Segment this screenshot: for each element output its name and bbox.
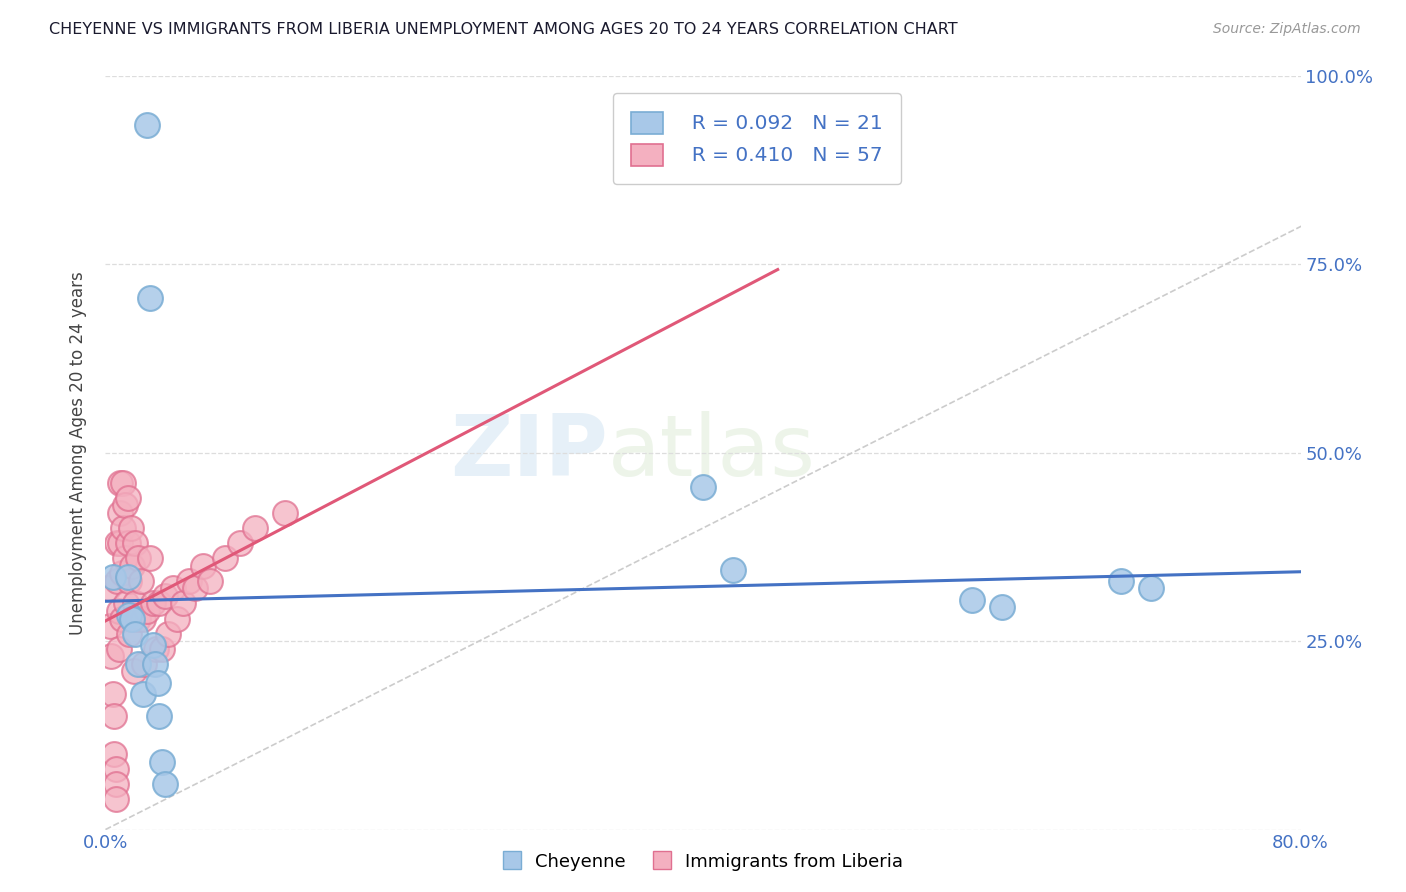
Point xyxy=(121,558,143,573)
Point xyxy=(142,596,165,610)
Point xyxy=(148,596,170,610)
Point xyxy=(157,626,180,640)
Point xyxy=(124,536,146,550)
Point xyxy=(111,566,134,581)
Point xyxy=(112,521,135,535)
Point xyxy=(97,582,120,596)
Point xyxy=(101,687,124,701)
Legend:   R = 0.092   N = 21,   R = 0.410   N = 57: R = 0.092 N = 21, R = 0.410 N = 57 xyxy=(613,94,901,184)
Point xyxy=(990,600,1012,615)
Point xyxy=(1140,582,1163,596)
Point xyxy=(114,499,136,513)
Point xyxy=(273,506,295,520)
Point xyxy=(118,626,141,640)
Point xyxy=(142,638,165,652)
Point xyxy=(112,475,135,490)
Text: CHEYENNE VS IMMIGRANTS FROM LIBERIA UNEMPLOYMENT AMONG AGES 20 TO 24 YEARS CORRE: CHEYENNE VS IMMIGRANTS FROM LIBERIA UNEM… xyxy=(49,22,957,37)
Point xyxy=(191,558,214,573)
Point xyxy=(166,611,188,625)
Point xyxy=(111,611,134,625)
Point xyxy=(134,657,156,671)
Point xyxy=(103,747,125,761)
Point xyxy=(155,589,177,603)
Point xyxy=(692,480,714,494)
Point xyxy=(184,582,207,596)
Point xyxy=(150,641,173,656)
Point xyxy=(139,551,162,566)
Legend: Cheyenne, Immigrants from Liberia: Cheyenne, Immigrants from Liberia xyxy=(495,846,911,879)
Point xyxy=(107,574,129,588)
Point xyxy=(117,570,139,584)
Point xyxy=(1111,574,1133,588)
Text: Source: ZipAtlas.com: Source: ZipAtlas.com xyxy=(1213,22,1361,37)
Point xyxy=(104,777,127,791)
Text: atlas: atlas xyxy=(607,411,815,494)
Text: ZIP: ZIP xyxy=(450,411,607,494)
Point xyxy=(136,118,159,132)
Point xyxy=(117,491,139,505)
Point xyxy=(148,709,170,723)
Point xyxy=(120,521,142,535)
Point xyxy=(721,562,744,576)
Point xyxy=(162,582,184,596)
Point xyxy=(115,596,138,610)
Point xyxy=(104,762,127,776)
Point xyxy=(132,611,155,625)
Point xyxy=(127,551,149,566)
Point xyxy=(145,641,167,656)
Point xyxy=(110,506,132,520)
Point xyxy=(122,665,145,679)
Point xyxy=(107,536,129,550)
Point xyxy=(136,604,159,618)
Point xyxy=(129,574,153,588)
Point xyxy=(121,611,143,625)
Point xyxy=(172,596,194,610)
Point xyxy=(110,475,132,490)
Point xyxy=(124,626,146,640)
Point xyxy=(104,792,127,806)
Point xyxy=(110,536,132,550)
Point xyxy=(132,687,155,701)
Point xyxy=(198,574,221,588)
Point xyxy=(127,657,149,671)
Point xyxy=(139,291,162,305)
Point xyxy=(127,611,149,625)
Point xyxy=(243,521,266,535)
Y-axis label: Unemployment Among Ages 20 to 24 years: Unemployment Among Ages 20 to 24 years xyxy=(69,271,87,634)
Point xyxy=(108,641,131,656)
Point xyxy=(214,551,236,566)
Point xyxy=(121,611,143,625)
Point xyxy=(124,596,146,610)
Point xyxy=(101,570,124,584)
Point xyxy=(155,777,177,791)
Point xyxy=(143,657,166,671)
Point xyxy=(103,709,125,723)
Point xyxy=(229,536,252,550)
Point xyxy=(98,619,121,633)
Point xyxy=(960,592,983,607)
Point xyxy=(146,675,169,690)
Point xyxy=(118,607,141,622)
Point xyxy=(177,574,201,588)
Point xyxy=(117,536,139,550)
Point xyxy=(150,755,173,769)
Point xyxy=(114,551,136,566)
Point xyxy=(118,574,141,588)
Point xyxy=(108,604,131,618)
Point xyxy=(100,649,122,664)
